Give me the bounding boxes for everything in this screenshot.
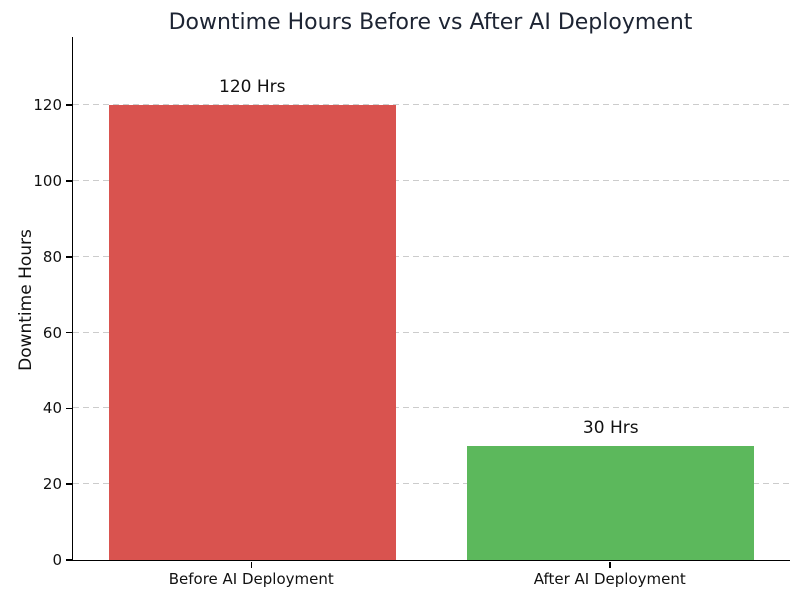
- gridline-80: [73, 255, 790, 257]
- bar-value-label: 30 Hrs: [582, 418, 639, 439]
- chart-title: Downtime Hours Before vs After AI Deploy…: [168, 10, 693, 35]
- bar-after-ai-deployment: [467, 446, 755, 560]
- y-tick-label: 60: [42, 323, 62, 342]
- y-tick-mark: [66, 180, 72, 182]
- y-tick-mark: [66, 559, 72, 561]
- y-tick-mark: [66, 483, 72, 485]
- gridline-20: [73, 483, 790, 485]
- y-tick-label: 0: [52, 551, 62, 569]
- x-tick-mark: [609, 561, 611, 568]
- x-tick-label: Before AI Deployment: [168, 570, 334, 588]
- x-tick-mark: [250, 561, 252, 568]
- plot-area: 120 Hrs 30 Hrs: [72, 37, 790, 561]
- y-tick-label: 80: [42, 247, 62, 266]
- y-tick-mark: [66, 331, 72, 334]
- y-tick-label: 120: [33, 96, 62, 115]
- y-tick-mark: [66, 407, 72, 410]
- y-tick-label: 40: [42, 399, 62, 418]
- y-tick-mark: [66, 256, 72, 258]
- y-tick-label: 20: [42, 475, 62, 494]
- bar-value-label: 120 Hrs: [219, 77, 286, 98]
- gridline-120: [73, 104, 790, 106]
- gridline-60: [73, 331, 790, 333]
- gridline-40: [73, 407, 790, 409]
- y-tick-mark: [66, 104, 72, 106]
- gridline-100: [73, 180, 790, 182]
- bar-before-ai-deployment: [108, 105, 396, 560]
- x-tick-label: After AI Deployment: [533, 570, 686, 588]
- y-tick-label: 100: [33, 172, 62, 190]
